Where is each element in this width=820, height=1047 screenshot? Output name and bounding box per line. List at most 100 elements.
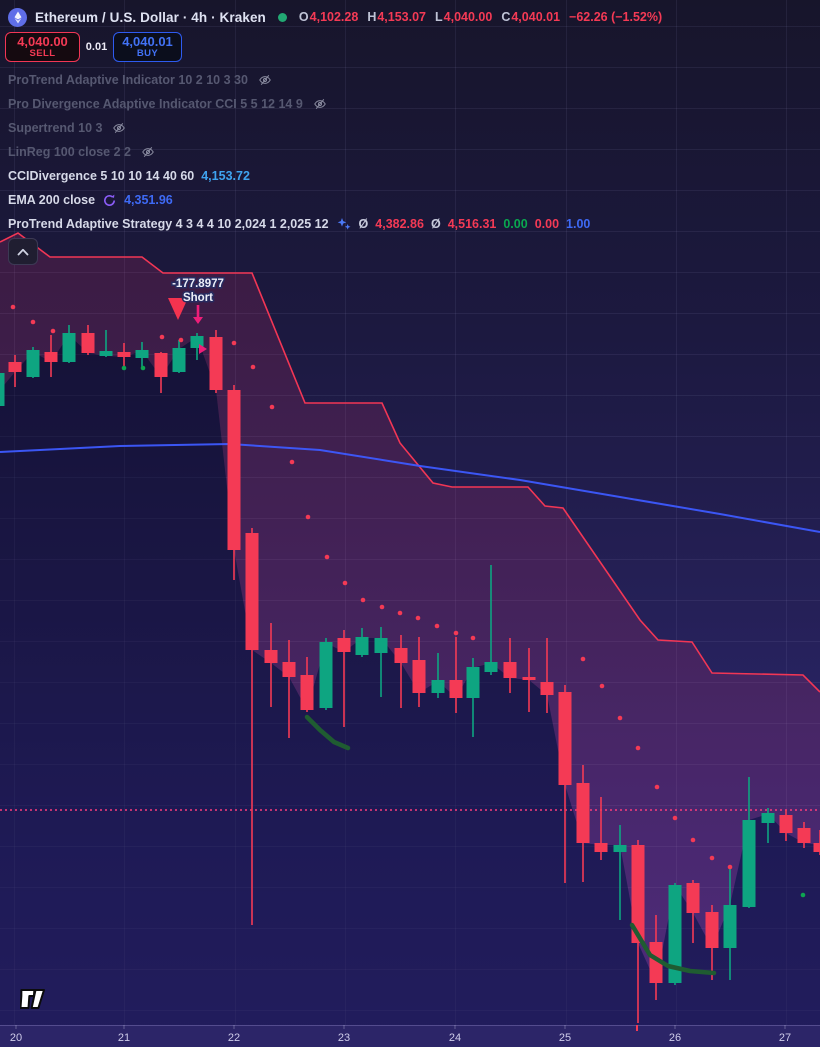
open-value: 4,102.28	[309, 10, 359, 24]
candle-body	[245, 533, 259, 650]
strategy-band	[0, 232, 820, 983]
eye-off-icon[interactable]	[140, 145, 156, 159]
eye-off-icon[interactable]	[111, 121, 127, 135]
candle-body	[8, 362, 22, 372]
candle-body	[761, 813, 775, 823]
candle-body	[154, 353, 168, 377]
low-label: L	[435, 10, 443, 24]
indicator-row-ccidivergence[interactable]: CCIDivergence 5 10 10 14 40 60 4,153.72	[8, 164, 590, 188]
candle-body	[374, 638, 388, 653]
indicator-label: Pro Divergence Adaptive Indicator CCI 5 …	[8, 97, 303, 111]
candle-body	[135, 350, 149, 358]
time-axis[interactable]: 20 21 22 23 24 25 26 27	[0, 1025, 820, 1047]
candle-body	[300, 675, 314, 710]
buy-button[interactable]: 4,040.01 BUY	[113, 32, 182, 62]
indicator-row-supertrend[interactable]: Supertrend 10 3	[8, 116, 590, 140]
indicator-label: Supertrend 10 3	[8, 121, 103, 135]
candle-body	[649, 942, 663, 983]
indicator-row-pro-divergence[interactable]: Pro Divergence Adaptive Indicator CCI 5 …	[8, 92, 590, 116]
symbol-title[interactable]: Ethereum / U.S. Dollar · 4h · Kraken	[35, 9, 266, 25]
collapse-legend-button[interactable]	[8, 238, 38, 265]
candle-body	[412, 660, 426, 693]
ohlc-values: O 4,102.28 H 4,153.07 L 4,040.00 C 4,040.01 …	[299, 10, 662, 24]
candle-body	[172, 348, 186, 372]
ema-line	[0, 442, 820, 533]
time-axis-label: 22	[228, 1032, 240, 1044]
candle-body	[613, 845, 627, 852]
candle-body	[449, 680, 463, 698]
candle-body	[227, 390, 241, 550]
sell-label: SELL	[29, 48, 56, 60]
order-panel: 4,040.00 SELL 0.01 4,040.01 BUY	[5, 32, 182, 62]
short-signal-marker: -177.8977 Short	[168, 277, 225, 354]
candle-body	[466, 667, 480, 698]
candle-body	[576, 783, 590, 843]
indicator-label: CCIDivergence 5 10 10 14 40 60	[8, 169, 195, 183]
candle-body	[813, 843, 820, 852]
grid	[0, 0, 820, 1025]
candle-body	[484, 662, 498, 672]
time-axis-label: 21	[118, 1032, 130, 1044]
short-signal-value: -177.8977	[172, 278, 224, 290]
sell-price: 4,040.00	[17, 33, 68, 49]
indicator-label: ProTrend Adaptive Indicator 10 2 10 3 30	[8, 73, 248, 87]
candle-body	[742, 820, 756, 907]
candle-body	[503, 662, 517, 678]
candle-body	[282, 662, 296, 677]
low-value: 4,040.00	[443, 10, 493, 24]
close-value: 4,040.01	[511, 10, 561, 24]
candle-body	[431, 680, 445, 693]
time-axis-label: 25	[559, 1032, 571, 1044]
buy-label: BUY	[136, 48, 159, 60]
candle-body	[355, 637, 369, 655]
candle-body	[117, 352, 131, 357]
candle-body	[44, 352, 58, 362]
candle-body	[540, 682, 554, 695]
strategy-value-1: 0.00	[503, 217, 528, 231]
candle-body	[62, 333, 76, 362]
candle-body	[522, 677, 536, 680]
avg-prefix: Ø	[430, 217, 441, 231]
time-axis-label: 24	[449, 1032, 461, 1044]
symbol-bar: Ethereum / U.S. Dollar · 4h · Kraken O 4,…	[8, 6, 662, 28]
high-value: 4,153.07	[377, 10, 427, 24]
trail-stop-curve	[304, 714, 351, 751]
short-signal-label: Short	[183, 292, 213, 304]
indicator-row-protrend-strategy[interactable]: ProTrend Adaptive Strategy 4 3 4 4 10 2,…	[8, 212, 590, 236]
candle-body	[558, 692, 572, 785]
strategy-value-2: 0.00	[534, 217, 560, 231]
indicator-row-linreg[interactable]: LinReg 100 close 2 2	[8, 140, 590, 164]
indicator-row-ema[interactable]: EMA 200 close 4,351.96	[8, 188, 590, 212]
candle-body	[631, 845, 645, 943]
candle-body	[394, 648, 408, 663]
close-label: C	[501, 10, 511, 24]
indicator-value: 4,351.96	[124, 193, 173, 207]
indicator-label: ProTrend Adaptive Strategy 4 3 4 4 10 2,…	[8, 217, 329, 231]
sell-button[interactable]: 4,040.00 SELL	[5, 32, 80, 62]
buy-price: 4,040.01	[122, 33, 173, 49]
strategy-value-3: 1.00	[566, 217, 591, 231]
divergence-dots	[10, 304, 806, 898]
eye-off-icon[interactable]	[312, 97, 328, 111]
time-axis-label: 26	[669, 1032, 681, 1044]
spread-value: 0.01	[85, 41, 108, 53]
candle-body	[99, 351, 113, 356]
high-label: H	[367, 10, 377, 24]
candle-body	[81, 333, 95, 353]
eye-off-icon[interactable]	[257, 73, 273, 87]
candle-body	[668, 885, 682, 983]
tradingview-logo-icon[interactable]	[19, 988, 47, 1016]
candles	[0, 325, 820, 1023]
candle-body	[319, 642, 333, 708]
sync-icon	[102, 193, 117, 208]
candle-body	[209, 337, 223, 390]
market-status-icon[interactable]	[277, 12, 287, 22]
change-value: −62.26 (−1.52%)	[569, 10, 663, 24]
candle-body	[26, 350, 40, 377]
candle-body	[264, 650, 278, 663]
indicator-row-protrend-indicator[interactable]: ProTrend Adaptive Indicator 10 2 10 3 30	[8, 68, 590, 92]
strategy-avg2: 4,516.31	[447, 217, 497, 231]
short-triangle-icon	[168, 298, 188, 320]
